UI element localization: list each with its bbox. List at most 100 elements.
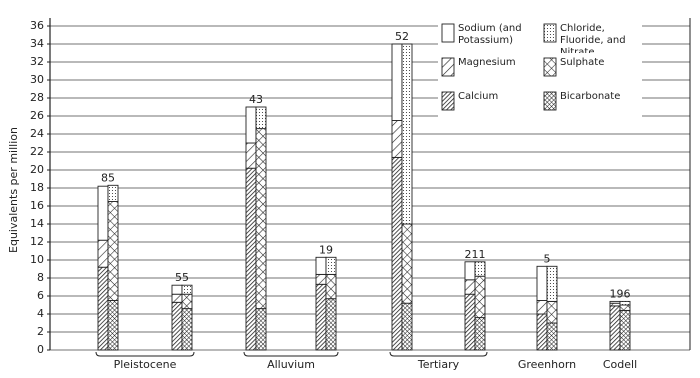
bar-segment xyxy=(464,293,476,351)
bar-segment xyxy=(255,308,267,351)
bar-segment xyxy=(107,184,119,202)
y-tick-label: 14 xyxy=(30,217,44,230)
y-tick-label: 2 xyxy=(37,325,44,338)
bar-segment xyxy=(97,266,109,351)
bar-segment xyxy=(536,265,548,301)
y-tick-label: 30 xyxy=(30,73,44,86)
group-bracket xyxy=(243,351,339,357)
legend-label: Calcium xyxy=(458,91,499,102)
legend-swatch xyxy=(543,23,557,43)
y-tick-label: 16 xyxy=(30,199,44,212)
bar-segment xyxy=(391,120,403,158)
bar-segment xyxy=(546,265,558,302)
formation-label: Codell xyxy=(603,358,637,371)
bar-segment xyxy=(464,279,476,295)
y-tick-label: 24 xyxy=(30,127,44,140)
legend-entry: Magnesium xyxy=(458,57,516,68)
bar-segment xyxy=(391,43,403,121)
legend-entry: Calcium xyxy=(458,91,499,102)
legend-entry: Bicarbonate xyxy=(560,91,621,102)
legend-swatch xyxy=(543,91,557,111)
group-bracket xyxy=(389,351,488,357)
bar-segment xyxy=(97,239,109,268)
bar-segment xyxy=(546,300,558,324)
bar-segment xyxy=(181,308,193,351)
y-tick-label: 36 xyxy=(30,19,44,32)
y-tick-label: 32 xyxy=(30,55,44,68)
y-tick-label: 20 xyxy=(30,163,44,176)
bar-segment xyxy=(107,201,119,301)
formation-label: Alluvium xyxy=(267,358,315,371)
bar-segment xyxy=(325,298,337,351)
bar-segment xyxy=(464,261,476,281)
y-tick-label: 12 xyxy=(30,235,44,248)
bar-segment xyxy=(181,284,193,295)
bar-segment xyxy=(619,300,631,306)
bar-segment xyxy=(315,283,327,351)
legend-entry: Sodium (and Potassium) xyxy=(458,23,522,46)
bar-segment xyxy=(401,223,413,304)
y-tick-label: 28 xyxy=(30,91,44,104)
bar-segment xyxy=(609,305,621,351)
bar-segment xyxy=(325,256,337,275)
bar-segment xyxy=(474,275,486,319)
bar-segment xyxy=(315,256,327,275)
bar-segment xyxy=(474,261,486,277)
bar-segment xyxy=(474,317,486,351)
bar-segment xyxy=(255,128,267,310)
bar-segment xyxy=(245,142,257,169)
y-tick-label: 6 xyxy=(37,289,44,302)
bar-segment xyxy=(171,284,183,295)
legend-entry: Sulphate xyxy=(560,57,605,68)
y-tick-label: 4 xyxy=(37,307,44,320)
legend-entry: Chloride, Fluoride, and Nitrate xyxy=(560,23,626,53)
y-tick-label: 8 xyxy=(37,271,44,284)
bar-segment xyxy=(536,313,548,351)
bar-segment xyxy=(245,106,257,144)
legend-swatch xyxy=(441,91,455,111)
bar-segment xyxy=(171,301,183,351)
bar-segment xyxy=(255,106,267,130)
formation-label: Pleistocene xyxy=(114,358,177,371)
bar-segment xyxy=(97,185,109,241)
y-tick-label: 34 xyxy=(30,37,44,50)
y-tick-label: 26 xyxy=(30,109,44,122)
bar-segment xyxy=(325,273,337,300)
legend-swatch xyxy=(543,57,557,77)
bar-segment xyxy=(401,302,413,351)
bar-segment xyxy=(609,300,621,304)
bar-segment xyxy=(181,293,193,310)
sample-label: 211 xyxy=(465,248,486,261)
bar-segment xyxy=(619,304,631,311)
y-tick-label: 10 xyxy=(30,253,44,266)
bar-segment xyxy=(315,273,327,285)
sample-label: 19 xyxy=(319,243,333,256)
y-tick-label: 22 xyxy=(30,145,44,158)
legend-swatch xyxy=(441,57,455,77)
legend-label: Chloride, Fluoride, and Nitrate xyxy=(560,23,626,53)
formation-label: Greenhorn xyxy=(518,358,576,371)
bar-segment xyxy=(391,156,403,351)
y-tick-label: 18 xyxy=(30,181,44,194)
sample-label: 5 xyxy=(544,252,551,265)
legend-label: Sulphate xyxy=(560,57,605,68)
sample-label: 43 xyxy=(249,93,263,106)
group-bracket xyxy=(95,351,195,357)
legend-label: Bicarbonate xyxy=(560,91,621,102)
bar-segment xyxy=(536,300,548,315)
y-axis-label: Equivalents per million xyxy=(7,127,20,253)
bar-segment xyxy=(401,43,413,225)
sample-label: 85 xyxy=(101,171,115,184)
bar-segment xyxy=(619,309,631,351)
formation-label: Tertiary xyxy=(417,358,460,371)
sample-label: 55 xyxy=(175,271,189,284)
legend-label: Magnesium xyxy=(458,57,516,68)
legend-box xyxy=(438,18,642,122)
sample-label: 196 xyxy=(610,287,631,300)
legend-label: Sodium (and Potassium) xyxy=(458,23,522,46)
bar-segment xyxy=(245,167,257,351)
legend-swatch xyxy=(441,23,455,43)
bar-segment xyxy=(546,322,558,351)
bar-segment xyxy=(171,293,183,303)
